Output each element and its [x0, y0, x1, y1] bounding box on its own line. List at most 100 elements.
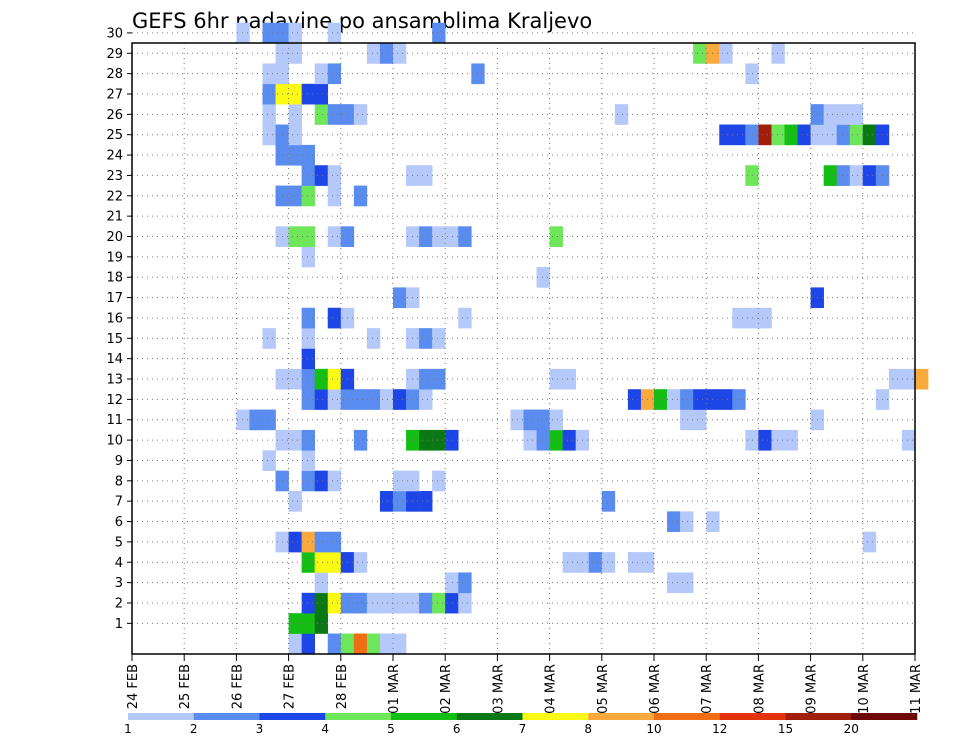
precip-cell-m25-t45 [719, 124, 733, 146]
precip-cell-m0-t17 [353, 633, 368, 655]
precip-cell-m12-t15 [327, 389, 342, 410]
precip-cell-m25-t46 [732, 124, 746, 146]
precip-cell-m13-t14 [314, 368, 329, 390]
precip-cell-m26-t10 [262, 104, 276, 125]
precip-cell-m0-t19 [379, 633, 394, 655]
precip-cell-m28-t14 [314, 63, 329, 85]
y-tick-label-10: 10 [106, 434, 123, 449]
precip-cell-m30-t12 [288, 22, 302, 44]
precip-cell-m0-t13 [301, 633, 315, 655]
precip-cell-m25-t12 [288, 124, 302, 146]
precip-cell-m10-t49 [771, 429, 785, 451]
precip-cell-m6-t41 [667, 511, 681, 533]
precip-cell-m20-t32 [549, 226, 563, 247]
precip-cell-m10-t23 [432, 429, 446, 451]
precip-cell-m12-t13 [301, 389, 315, 410]
legend-swatch-9 [719, 713, 786, 720]
precip-cell-m25-t54 [836, 124, 851, 146]
legend-label-20: 20 [844, 722, 859, 736]
precip-cell-m9-t13 [301, 450, 315, 471]
precip-cell-m24-t13 [301, 144, 315, 166]
precip-cell-m22-t17 [353, 185, 368, 207]
legend-swatch-11 [851, 713, 918, 720]
y-tick-label-3: 3 [115, 576, 123, 591]
precip-cell-m20-t13 [301, 226, 315, 247]
precip-cell-m27-t14 [314, 83, 329, 105]
precip-cell-m15-t18 [366, 328, 381, 349]
precip-cell-m25-t53 [823, 124, 837, 146]
precip-cell-m15-t23 [432, 328, 446, 349]
precip-cell-m10-t12 [288, 429, 302, 451]
precip-cell-m11-t43 [693, 409, 707, 431]
precip-cell-m12-t19 [379, 389, 394, 410]
legend-label-4: 4 [321, 722, 329, 736]
precip-cell-m10-t13 [301, 429, 315, 451]
precip-cell-m3-t25 [458, 572, 472, 594]
y-tick-label-21: 21 [106, 210, 123, 225]
precip-cell-m11-t31 [536, 409, 550, 431]
precip-cell-m13-t32 [549, 368, 563, 390]
precip-cell-m12-t18 [366, 389, 381, 410]
y-tick-label-24: 24 [106, 149, 123, 164]
y-tick-label-23: 23 [106, 169, 123, 184]
precip-cell-m4-t38 [627, 552, 642, 573]
legend-swatch-8 [654, 713, 721, 720]
legend-swatch-6 [522, 713, 589, 720]
precip-cell-m23-t56 [862, 165, 877, 186]
precip-cell-m13-t13 [301, 368, 315, 390]
precip-cell-m16-t48 [758, 307, 772, 329]
precip-cell-m2-t24 [445, 592, 459, 614]
precip-cell-m12-t14 [314, 389, 329, 410]
precip-cell-m14-t13 [301, 348, 315, 370]
precip-cell-m8-t15 [327, 470, 342, 492]
y-tick-label-30: 30 [106, 26, 123, 41]
precip-cell-m7-t36 [601, 491, 616, 512]
precip-cell-m29-t12 [288, 43, 302, 64]
precip-cell-m11-t32 [549, 409, 563, 431]
precip-cell-m2-t19 [379, 592, 394, 614]
x-tick-label-14: 10 MAR [857, 664, 872, 714]
y-tick-label-22: 22 [106, 189, 123, 204]
y-tick-label-12: 12 [106, 393, 123, 408]
precip-cell-m26-t55 [849, 104, 864, 125]
precip-cell-m16-t15 [327, 307, 342, 329]
legend-label-2: 2 [190, 722, 198, 736]
x-tick-label-10: 06 MAR [648, 664, 663, 714]
precip-cell-m26-t37 [614, 104, 629, 125]
precip-cell-m24-t12 [288, 144, 302, 166]
precip-cell-m23-t54 [836, 165, 851, 186]
y-tick-label-5: 5 [115, 535, 123, 550]
precip-cell-m2-t15 [327, 592, 342, 614]
x-tick-label-0: 24 FEB [126, 664, 141, 709]
precip-cell-m3-t41 [667, 572, 681, 594]
precip-cell-m23-t14 [314, 165, 329, 186]
precip-cell-m5-t14 [314, 531, 329, 553]
precip-cell-m10-t50 [784, 429, 798, 451]
precip-cell-m4-t33 [562, 552, 576, 573]
legend-swatch-5 [456, 713, 523, 720]
precip-cell-m4-t14 [314, 552, 329, 573]
x-tick-label-5: 01 MAR [387, 664, 402, 714]
precip-cell-m2-t14 [314, 592, 329, 614]
precip-cell-m0-t16 [340, 633, 355, 655]
y-tick-label-25: 25 [106, 128, 123, 143]
precip-cell-m30-t10 [262, 22, 276, 44]
y-tick-label-29: 29 [106, 47, 123, 62]
legend-label-12: 12 [712, 722, 727, 736]
precip-cell-m3-t24 [445, 572, 459, 594]
x-tick-label-7: 03 MAR [491, 664, 506, 714]
precip-cell-m13-t60 [915, 368, 929, 390]
legend-swatch-7 [588, 713, 655, 720]
precip-cell-m29-t45 [719, 43, 733, 64]
y-tick-label-28: 28 [106, 67, 123, 82]
precip-cell-m0-t18 [366, 633, 381, 655]
precip-cell-m17-t20 [393, 287, 407, 309]
x-tick-label-2: 26 FEB [230, 664, 245, 709]
plot-frame [131, 42, 916, 655]
precip-cell-m4-t15 [327, 552, 342, 573]
precip-cell-m8-t20 [393, 470, 407, 492]
precip-cell-m10-t33 [562, 429, 576, 451]
y-tick-label-18: 18 [106, 271, 123, 286]
precip-cell-m23-t53 [823, 165, 837, 186]
y-tick-label-20: 20 [106, 230, 123, 245]
